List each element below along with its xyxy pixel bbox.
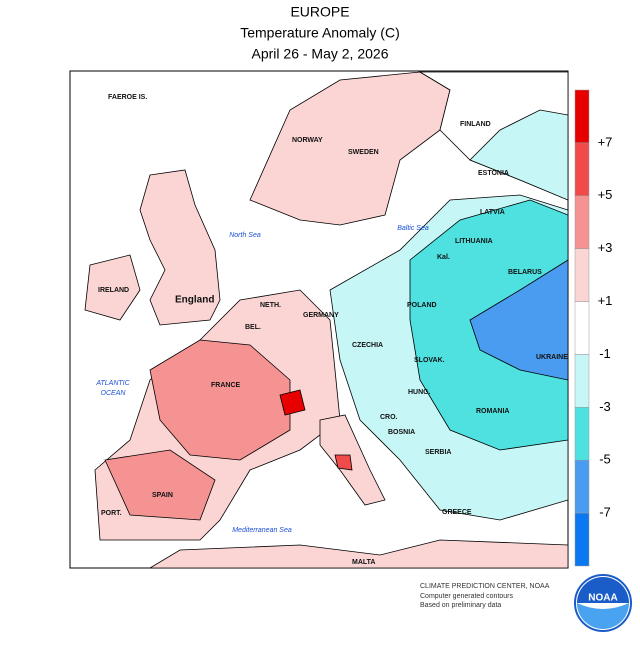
noaa-logo: NOAA: [574, 574, 632, 632]
legend-swatch: [574, 301, 590, 355]
map-label: FINLAND: [460, 121, 491, 128]
legend-swatch: [574, 248, 590, 302]
map-label: SLOVAK.: [414, 357, 445, 364]
map-label: PORT.: [101, 510, 122, 517]
sea-label: OCEAN: [101, 390, 127, 397]
credit: Based on preliminary data: [420, 602, 501, 609]
legend-swatch: [574, 407, 590, 461]
legend-label: +7: [598, 134, 613, 149]
sea-label: Baltic Sea: [397, 225, 429, 232]
map-label: NETH.: [260, 302, 281, 309]
map-label: England: [175, 295, 214, 306]
map-label: Kal.: [437, 254, 450, 261]
legend-swatch: [574, 459, 590, 514]
map-label: BOSNIA: [388, 429, 415, 436]
sea-label: Mediterranean Sea: [232, 527, 292, 534]
period: April 26 - May 2, 2026: [252, 46, 389, 62]
logo-text: NOAA: [588, 593, 617, 604]
credit: CLIMATE PREDICTION CENTER, NOAA: [420, 583, 550, 590]
map-label: BEL.: [245, 324, 261, 331]
map: FAEROE IS. NORWAY SWEDEN FINLAND ESTONIA…: [69, 70, 569, 569]
subtitle: Temperature Anomaly (C): [240, 25, 400, 41]
legend-label: +5: [598, 187, 613, 202]
legend-label: -7: [599, 505, 611, 520]
map-label: CZECHIA: [352, 342, 383, 349]
legend-label: -3: [599, 399, 611, 414]
map-label: BELARUS: [508, 269, 542, 276]
legend-label: +3: [598, 240, 613, 255]
sea-label: ATLANTIC: [95, 380, 130, 387]
legend-swatch: [574, 512, 590, 567]
legend-swatch: [574, 195, 590, 249]
map-label: MALTA: [352, 559, 375, 566]
map-label: LATVIA: [480, 209, 505, 216]
map-label: GERMANY: [303, 312, 339, 319]
map-label: SERBIA: [425, 449, 451, 456]
credit: Computer generated contours: [420, 593, 513, 600]
britain: [139, 169, 221, 326]
italy-warm: [334, 454, 353, 471]
legend: +7 +5 +3 +1 -1 -3 -5 -7: [574, 89, 613, 567]
east-cold: [469, 259, 568, 381]
sea-label: North Sea: [229, 232, 261, 239]
north-africa: [149, 539, 568, 568]
map-label: LITHUANIA: [455, 238, 493, 245]
map-label: HUNG.: [408, 389, 431, 396]
legend-label: -5: [599, 452, 611, 467]
spain-warm: [104, 449, 216, 521]
italy: [319, 414, 386, 506]
map-label: ROMANIA: [476, 408, 509, 415]
ireland: [84, 254, 141, 321]
alps-hot: [279, 389, 306, 416]
map-label: CRO.: [380, 414, 398, 421]
north-east: [469, 109, 568, 201]
france-warm: [149, 339, 291, 461]
map-label: GREECE: [442, 509, 472, 516]
map-label: UKRAINE: [536, 354, 568, 361]
map-label: ESTONIA: [478, 170, 509, 177]
map-label: POLAND: [407, 302, 437, 309]
map-label: IRELAND: [98, 287, 129, 294]
legend-label: +1: [598, 293, 613, 308]
map-label: SWEDEN: [348, 149, 379, 156]
title: EUROPE: [290, 4, 349, 20]
legend-label: -1: [599, 346, 611, 361]
legend-swatch: [574, 142, 590, 197]
map-label: FAEROE IS.: [108, 94, 147, 101]
map-label: FRANCE: [211, 382, 240, 389]
legend-swatch: [574, 89, 590, 144]
legend-swatch: [574, 354, 590, 408]
map-label: SPAIN: [152, 492, 173, 499]
map-label: NORWAY: [292, 137, 323, 144]
